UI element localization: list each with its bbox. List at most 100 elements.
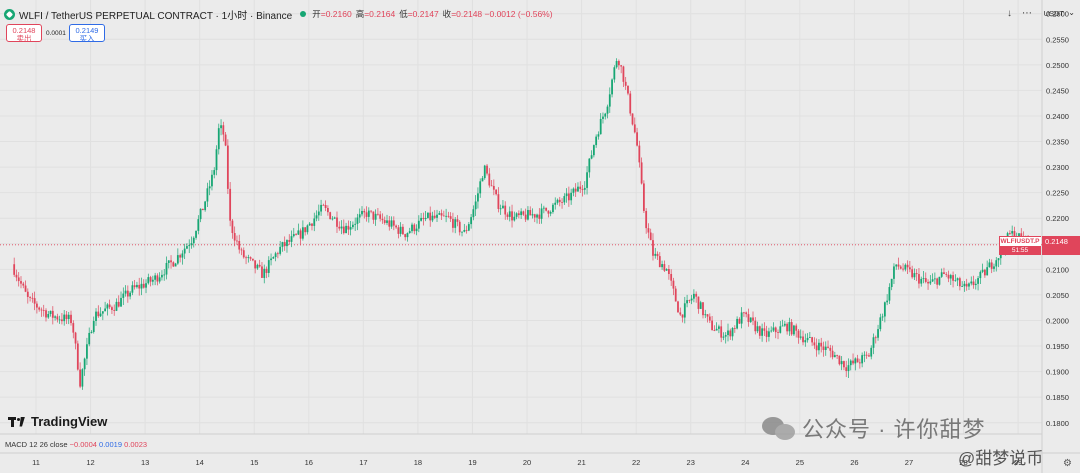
candle-body — [542, 207, 545, 209]
candle-body — [411, 224, 413, 232]
candle-body — [283, 242, 286, 247]
candle-body — [188, 245, 191, 247]
candle-body — [13, 264, 16, 275]
candle-body — [613, 67, 616, 80]
candle-body — [236, 240, 238, 242]
candle-body — [497, 194, 500, 209]
candle-body — [993, 266, 995, 269]
buy-button[interactable]: 0.2149 买入 — [69, 24, 105, 43]
candle-body — [811, 337, 814, 343]
candle-body — [129, 292, 132, 297]
candle-body — [370, 210, 372, 212]
candle-body — [670, 273, 673, 281]
gear-icon[interactable]: ⚙ — [1063, 458, 1072, 469]
candle-body — [345, 225, 347, 234]
candle-body — [22, 283, 25, 286]
candle-body — [126, 290, 129, 297]
time-tick-label: 11 — [32, 458, 40, 467]
candle-body — [113, 309, 116, 311]
candle-body — [688, 300, 691, 301]
candle-body — [697, 296, 700, 309]
candle-body — [106, 304, 109, 309]
candle-body — [513, 216, 516, 221]
candle-body — [874, 337, 877, 339]
candle-body — [947, 274, 950, 279]
candle-body — [781, 325, 784, 327]
candle-body — [352, 224, 354, 228]
candle-body — [774, 327, 777, 333]
candle-body — [58, 319, 61, 321]
time-tick-label: 26 — [850, 458, 858, 467]
candle-body — [461, 231, 463, 233]
candle-body — [949, 275, 952, 279]
macd-value-1: −0.0004 — [69, 440, 97, 449]
candle-body — [622, 66, 625, 82]
candle-body — [63, 314, 66, 322]
symbol-title[interactable]: WLFI / TetherUS PERPETUAL CONTRACT · 1小时… — [19, 10, 293, 22]
chart-header: WLFI / TetherUS PERPETUAL CONTRACT · 1小时… — [4, 6, 553, 22]
candle-body — [79, 369, 82, 387]
candle-body — [447, 215, 450, 217]
candle-body — [536, 214, 538, 218]
candle-body — [474, 201, 477, 210]
candle-body — [736, 318, 738, 329]
candle-body — [276, 253, 279, 255]
candle-body — [893, 266, 895, 279]
sell-button[interactable]: 0.2148 卖出 — [6, 24, 42, 43]
candle-body — [242, 250, 245, 258]
macd-legend[interactable]: MACD 12 26 close −0.0004 0.0019 0.0023 — [5, 440, 148, 449]
price-tick-label: 0.2050 — [1046, 291, 1069, 300]
candle-body — [722, 336, 725, 338]
candle-body — [190, 243, 193, 246]
candle-body — [429, 212, 432, 221]
candle-body — [608, 94, 611, 107]
candle-body — [711, 320, 713, 331]
candle-body — [822, 346, 825, 350]
ticker-price-tag: WLFIUSDT.P 51:55 — [999, 236, 1041, 255]
candle-body — [979, 271, 982, 279]
price-tick-label: 0.1850 — [1046, 393, 1069, 402]
candle-body — [101, 311, 104, 314]
candle-body — [724, 335, 727, 337]
tradingview-logo[interactable]: TradingView — [8, 414, 107, 429]
candle-body — [663, 264, 666, 271]
candle-body — [813, 342, 816, 346]
candle-body — [831, 350, 834, 358]
candle-body — [274, 253, 277, 258]
candle-body — [799, 336, 802, 338]
candle-body — [331, 218, 334, 220]
candle-body — [333, 217, 336, 219]
price-tick-label: 0.2500 — [1046, 61, 1069, 70]
download-icon[interactable]: ↓ — [1007, 8, 1012, 19]
candle-body — [186, 246, 188, 249]
candle-body — [577, 186, 579, 192]
candle-body — [361, 211, 363, 215]
candle-body — [211, 174, 213, 187]
candle-body — [24, 285, 27, 292]
price-tick-label: 0.1800 — [1046, 419, 1069, 428]
candle-body — [977, 278, 979, 284]
candle-body — [886, 300, 889, 303]
candle-body — [988, 262, 991, 268]
watermark-text: 公众号 · 许你甜梦 — [802, 417, 986, 442]
more-icon[interactable]: ⋯ — [1022, 8, 1032, 19]
candle-body — [922, 278, 925, 279]
candle-body — [502, 205, 504, 209]
candle-body — [729, 330, 732, 337]
candle-body — [952, 275, 954, 281]
candle-body — [749, 317, 752, 323]
candle-body — [181, 253, 184, 258]
candle-body — [131, 285, 134, 293]
time-tick-label: 19 — [468, 458, 476, 467]
candle-body — [906, 264, 909, 268]
candle-body — [890, 278, 893, 288]
candle-body — [667, 269, 670, 274]
candle-body — [679, 312, 682, 315]
candle-body — [681, 314, 684, 318]
currency-selector[interactable]: USDT — [1043, 9, 1064, 18]
candle-body — [540, 208, 543, 219]
candle-body — [156, 275, 159, 282]
chevron-down-icon[interactable]: ⌄ — [1068, 8, 1075, 17]
candle-body — [563, 196, 566, 203]
